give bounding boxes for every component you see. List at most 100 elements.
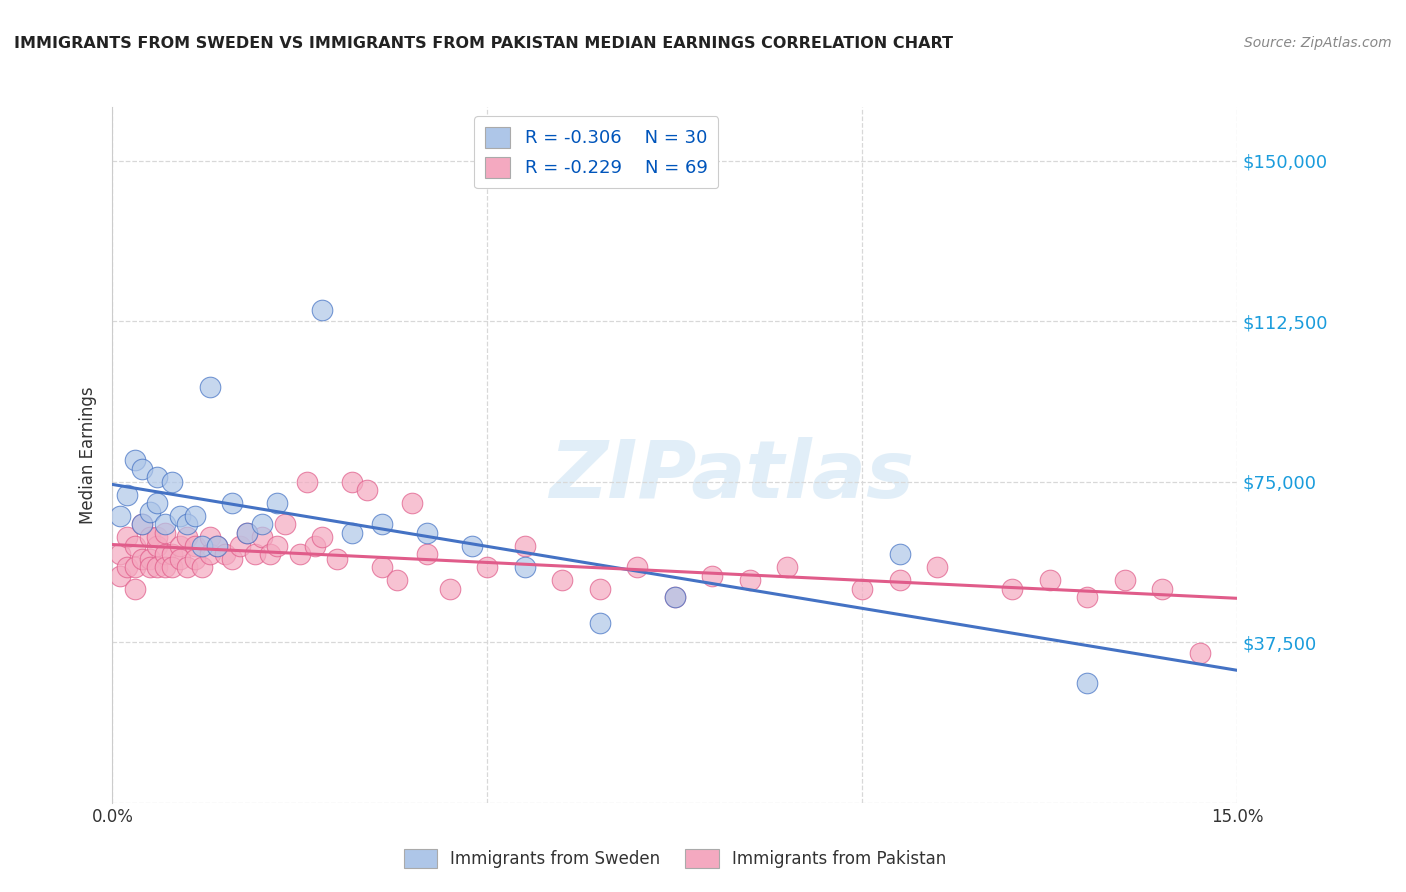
Legend: Immigrants from Sweden, Immigrants from Pakistan: Immigrants from Sweden, Immigrants from …	[396, 842, 953, 875]
Point	[191, 560, 214, 574]
Point	[738, 573, 761, 587]
Point	[162, 475, 184, 489]
Text: Source: ZipAtlas.com: Source: ZipAtlas.com	[1244, 36, 1392, 50]
Point	[326, 551, 349, 566]
Point	[387, 573, 409, 587]
Point	[416, 526, 439, 541]
Point	[221, 551, 243, 566]
Point	[1188, 646, 1211, 660]
Point	[274, 517, 297, 532]
Point	[124, 560, 146, 574]
Point	[288, 548, 311, 562]
Point	[416, 548, 439, 562]
Point	[664, 591, 686, 605]
Point	[1076, 591, 1098, 605]
Point	[551, 573, 574, 587]
Point	[198, 380, 221, 394]
Point	[1076, 676, 1098, 690]
Point	[131, 462, 153, 476]
Point	[108, 548, 131, 562]
Point	[108, 508, 131, 523]
Point	[371, 560, 394, 574]
Text: IMMIGRANTS FROM SWEDEN VS IMMIGRANTS FROM PAKISTAN MEDIAN EARNINGS CORRELATION C: IMMIGRANTS FROM SWEDEN VS IMMIGRANTS FRO…	[14, 36, 953, 51]
Point	[184, 539, 207, 553]
Point	[162, 548, 184, 562]
Point	[124, 582, 146, 596]
Point	[266, 496, 288, 510]
Point	[589, 582, 612, 596]
Point	[176, 530, 198, 544]
Point	[266, 539, 288, 553]
Point	[146, 496, 169, 510]
Point	[259, 548, 281, 562]
Point	[176, 560, 198, 574]
Point	[131, 517, 153, 532]
Point	[513, 539, 536, 553]
Point	[243, 548, 266, 562]
Point	[342, 475, 364, 489]
Point	[589, 615, 612, 630]
Point	[146, 530, 169, 544]
Point	[776, 560, 799, 574]
Point	[117, 530, 139, 544]
Point	[214, 548, 236, 562]
Point	[117, 487, 139, 501]
Point	[153, 517, 176, 532]
Point	[513, 560, 536, 574]
Point	[221, 496, 243, 510]
Text: ZIPatlas: ZIPatlas	[548, 437, 914, 515]
Point	[889, 573, 911, 587]
Point	[108, 569, 131, 583]
Point	[1001, 582, 1024, 596]
Point	[927, 560, 949, 574]
Point	[139, 560, 162, 574]
Point	[1152, 582, 1174, 596]
Point	[252, 530, 274, 544]
Point	[626, 560, 648, 574]
Point	[477, 560, 499, 574]
Point	[207, 539, 229, 553]
Point	[1114, 573, 1136, 587]
Point	[162, 560, 184, 574]
Point	[311, 303, 333, 318]
Point	[702, 569, 724, 583]
Point	[139, 551, 162, 566]
Point	[153, 548, 176, 562]
Point	[176, 517, 198, 532]
Point	[184, 551, 207, 566]
Point	[1039, 573, 1062, 587]
Point	[297, 475, 319, 489]
Point	[139, 530, 162, 544]
Point	[236, 526, 259, 541]
Point	[191, 539, 214, 553]
Point	[124, 453, 146, 467]
Point	[153, 526, 176, 541]
Point	[889, 548, 911, 562]
Y-axis label: Median Earnings: Median Earnings	[79, 386, 97, 524]
Point	[304, 539, 326, 553]
Point	[153, 560, 176, 574]
Point	[131, 517, 153, 532]
Point	[207, 539, 229, 553]
Point	[184, 508, 207, 523]
Point	[169, 539, 191, 553]
Point	[371, 517, 394, 532]
Point	[124, 539, 146, 553]
Point	[461, 539, 484, 553]
Point	[252, 517, 274, 532]
Point	[311, 530, 333, 544]
Point	[139, 505, 162, 519]
Point	[198, 548, 221, 562]
Point	[169, 508, 191, 523]
Point	[439, 582, 461, 596]
Point	[664, 591, 686, 605]
Point	[342, 526, 364, 541]
Point	[229, 539, 252, 553]
Point	[146, 539, 169, 553]
Point	[401, 496, 423, 510]
Point	[146, 470, 169, 484]
Point	[117, 560, 139, 574]
Point	[851, 582, 873, 596]
Point	[169, 551, 191, 566]
Point	[198, 530, 221, 544]
